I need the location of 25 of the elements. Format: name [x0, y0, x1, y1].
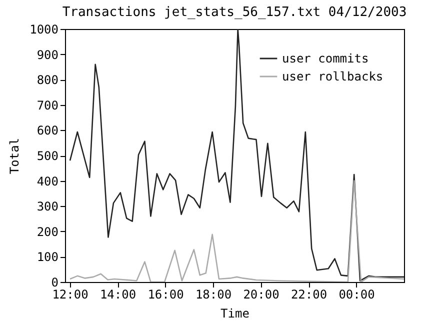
y-axis-title: Total [8, 138, 22, 174]
x-axis-title: Time [220, 306, 250, 320]
y-tick-label: 600 [36, 124, 58, 138]
x-tick-label: 20:00 [243, 288, 280, 302]
x-tick-label: 00:00 [338, 288, 375, 302]
y-tick-label: 900 [36, 48, 58, 62]
y-tick-label: 700 [36, 98, 58, 112]
y-tick-label: 100 [36, 250, 58, 264]
legend-label: user commits [282, 52, 369, 66]
x-tick-label: 22:00 [290, 288, 328, 302]
y-tick-label: 0 [51, 276, 58, 290]
y-tick-label: 800 [36, 73, 58, 88]
x-tick-label: 12:00 [52, 288, 88, 302]
y-tick-label: 200 [36, 224, 58, 239]
chart-title: Transactions jet_stats_56_157.txt 04/12/2003 [62, 5, 407, 20]
x-tick-label: 18:00 [195, 288, 232, 302]
line-series [69, 29, 404, 282]
x-tick-label: 14:00 [100, 288, 136, 302]
y-tick-label: 1000 [30, 22, 58, 36]
x-tick-label: 16:00 [148, 288, 184, 302]
line-series [69, 180, 404, 282]
y-tick-label: 500 [36, 149, 58, 163]
legend-label: user rollbacks [282, 70, 384, 84]
y-tick-label: 300 [36, 200, 58, 214]
y-tick-label: 400 [36, 174, 58, 188]
